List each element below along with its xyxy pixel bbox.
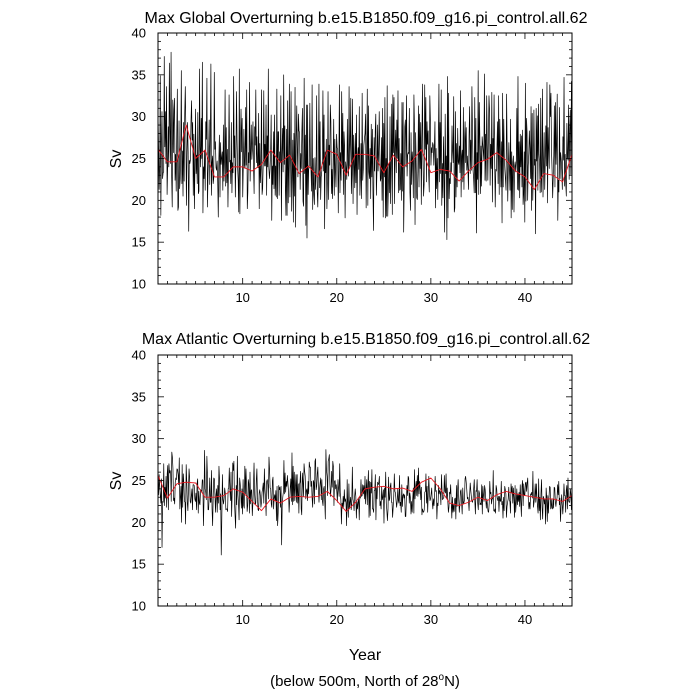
y-tick-label: 20 bbox=[132, 193, 146, 208]
footnote: (below 500m, North of 28oN) bbox=[270, 672, 460, 690]
y-axis-label: Sv bbox=[108, 150, 125, 169]
y-tick-label: 30 bbox=[132, 431, 146, 446]
y-tick-label: 40 bbox=[132, 26, 146, 41]
y-tick-label: 10 bbox=[132, 599, 146, 614]
x-axis-label: Year bbox=[349, 647, 382, 664]
y-tick-label: 25 bbox=[132, 473, 146, 488]
global-overturning-panel: Max Global Overturning b.e15.B1850.f09_g… bbox=[108, 10, 588, 305]
chart-title: Max Atlantic Overturning b.e15.B1850.f09… bbox=[142, 331, 590, 348]
x-tick-label: 30 bbox=[424, 612, 438, 627]
x-tick-label: 30 bbox=[424, 290, 438, 305]
x-tick-label: 20 bbox=[330, 612, 344, 627]
y-tick-label: 20 bbox=[132, 515, 146, 530]
footnote-prefix: (below 500m, North of 28 bbox=[270, 673, 438, 690]
y-tick-label: 25 bbox=[132, 151, 146, 166]
chart-title: Max Global Overturning b.e15.B1850.f09_g… bbox=[145, 10, 588, 27]
y-tick-label: 15 bbox=[132, 235, 146, 250]
y-tick-label: 10 bbox=[132, 277, 146, 292]
y-tick-label: 15 bbox=[132, 557, 146, 572]
y-axis-label: Sv bbox=[108, 472, 125, 491]
y-tick-label: 35 bbox=[132, 67, 146, 82]
annual-mean-series-line bbox=[157, 475, 573, 512]
annual-mean-series-line bbox=[157, 124, 573, 190]
x-tick-label: 10 bbox=[235, 290, 249, 305]
footnote-degree: o bbox=[439, 672, 445, 683]
monthly-series-line bbox=[157, 51, 573, 241]
y-tick-label: 35 bbox=[132, 389, 146, 404]
atlantic-overturning-panel: Max Atlantic Overturning b.e15.B1850.f09… bbox=[108, 331, 590, 664]
footnote-suffix: N) bbox=[444, 673, 460, 690]
x-tick-label: 10 bbox=[235, 612, 249, 627]
x-tick-label: 40 bbox=[518, 290, 532, 305]
x-tick-label: 40 bbox=[518, 612, 532, 627]
y-tick-label: 30 bbox=[132, 109, 146, 124]
y-tick-label: 40 bbox=[132, 348, 146, 363]
x-tick-label: 20 bbox=[330, 290, 344, 305]
monthly-series-line bbox=[157, 449, 573, 556]
